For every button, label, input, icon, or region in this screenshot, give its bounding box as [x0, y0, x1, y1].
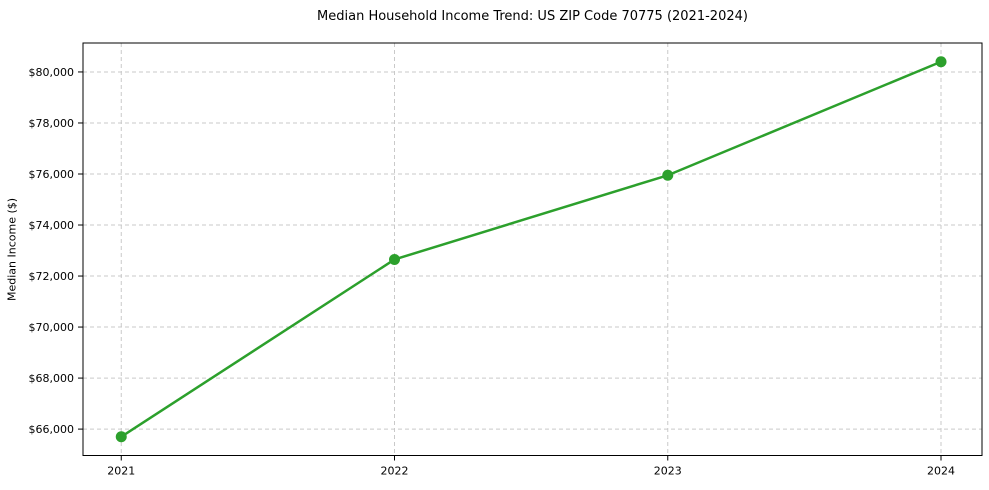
- y-tick-label: $78,000: [29, 117, 75, 130]
- data-point: [662, 169, 674, 181]
- chart-title: Median Household Income Trend: US ZIP Co…: [317, 9, 748, 24]
- x-tick-label: 2023: [654, 465, 682, 478]
- y-tick-label: $72,000: [29, 270, 75, 283]
- plot-border: [82, 42, 983, 456]
- data-point: [935, 56, 947, 68]
- data-point: [115, 431, 127, 443]
- y-tick-label: $74,000: [29, 219, 75, 232]
- y-tick-label: $76,000: [29, 168, 75, 181]
- y-tick-label: $66,000: [29, 423, 75, 436]
- y-tick-label: $80,000: [29, 66, 75, 79]
- x-tick-label: 2022: [381, 465, 409, 478]
- y-tick-label: $70,000: [29, 321, 75, 334]
- data-point: [389, 253, 401, 265]
- x-tick-label: 2024: [927, 465, 955, 478]
- x-tick-label: 2021: [107, 465, 135, 478]
- trend-line: [120, 60, 943, 438]
- y-tick-label: $68,000: [29, 372, 75, 385]
